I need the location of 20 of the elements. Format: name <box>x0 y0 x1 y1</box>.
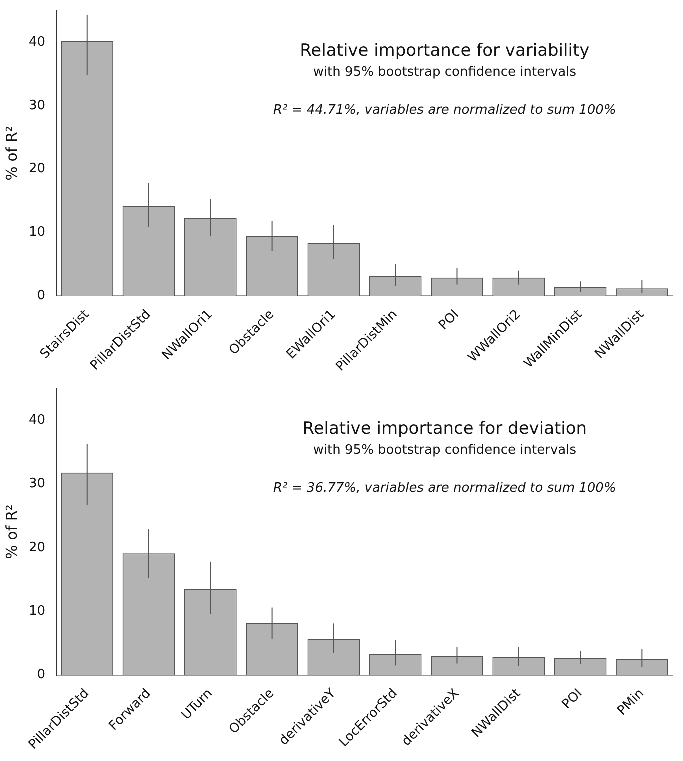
y-tick-label: 40 <box>28 413 46 428</box>
y-tick-label: 40 <box>28 34 46 50</box>
text: with 95% bootstrap confidence intervals <box>313 442 577 458</box>
x-tick-label: POI <box>436 307 462 334</box>
annotation: R² = 44.71%, variables are normalized to sum 100% <box>274 102 616 118</box>
text: Relative importance for variability <box>300 40 590 61</box>
text: Relative importance for deviation <box>302 418 588 439</box>
annotation: R² = 36.77%, variables are normalized to sum 100% <box>274 480 616 496</box>
y-tick-label: 30 <box>28 98 46 114</box>
y-tick-label: 10 <box>28 225 46 240</box>
text: with 95% bootstrap confidence intervals <box>313 64 577 80</box>
y-tick-label: 20 <box>28 540 46 556</box>
x-tick-label: POI <box>560 686 586 712</box>
y-tick-label: 0 <box>37 288 46 304</box>
y-tick-label: 20 <box>28 162 46 177</box>
y-tick-label: 30 <box>28 476 46 492</box>
y-axis-title: % of R² <box>2 126 21 181</box>
y-tick-label: 10 <box>28 604 46 619</box>
y-axis-title: % of R² <box>2 504 21 560</box>
y-tick-label: 0 <box>37 668 46 683</box>
